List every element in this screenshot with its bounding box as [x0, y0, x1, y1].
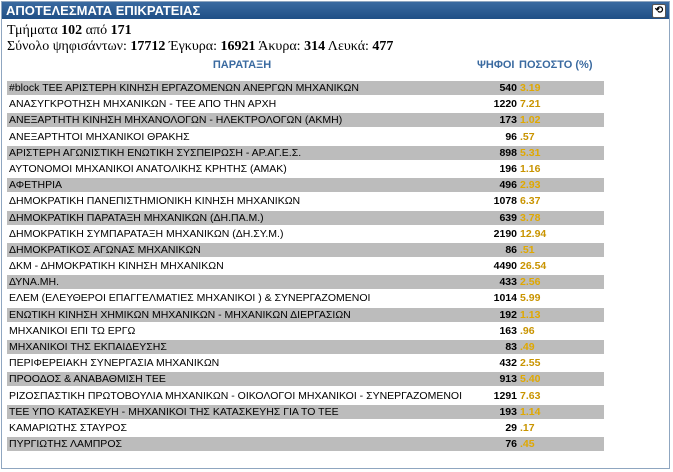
party-name: ΡΙΖΟΣΠΑΣΤΙΚΗ ΠΡΩΤΟΒΟΥΛΙΑ ΜΗΧΑΝΙΚΩΝ - ΟΙΚ… [9, 389, 462, 402]
refresh-icon[interactable]: ⟲ [652, 4, 666, 18]
party-votes: 83 [475, 340, 519, 354]
party-votes: 29 [505, 421, 517, 434]
valid-value: 16921 [220, 39, 256, 54]
party-percent: 26.54 [520, 260, 547, 273]
party-percent: .57 [520, 130, 535, 143]
party-percent: 5.40 [519, 372, 604, 387]
party-votes: 192 [475, 307, 519, 322]
party-votes: 1078 [493, 195, 517, 208]
sections-total: 171 [110, 23, 132, 38]
sections-counted: 102 [61, 23, 83, 38]
party-name: ΔΚΜ - ΔΗΜΟΚΡΑΤΙΚΗ ΚΙΝΗΣΗ ΜΗΧΑΝΙΚΩΝ [9, 260, 224, 273]
party-name: ΠΥΡΓΙΩΤΗΣ ΛΑΜΠΡΟΣ [7, 437, 475, 452]
header-percent: ΠΟΣΟΣΤΟ (%) [519, 59, 593, 71]
party-votes: 173 [475, 113, 519, 128]
party-percent: 2.55 [520, 357, 541, 370]
blank-label: Λευκά: [327, 39, 369, 54]
voters-value: 17712 [130, 39, 166, 54]
party-name: ΔΥΝΑ.ΜΗ. [7, 275, 475, 290]
party-name: ΔΗΜΟΚΡΑΤΙΚΗ ΠΑΡΑΤΑΞΗ ΜΗΧΑΝΙΚΩΝ (ΔΗ.ΠΑ.Μ.… [7, 210, 475, 225]
party-votes: 1014 [493, 292, 517, 305]
party-name: ΑΝΑΣΥΓΚΡΟΤΗΣΗ ΜΗΧΑΝΙΚΩΝ - ΤΕΕ ΑΠΟ ΤΗΝ ΑΡ… [9, 98, 277, 111]
party-name: ΚΑΜΑΡΙΩΤΗΣ ΣΤΑΥΡΟΣ [9, 421, 127, 434]
party-percent: .49 [519, 340, 604, 354]
party-votes: 2190 [493, 227, 517, 240]
party-votes: 639 [475, 210, 519, 225]
party-name: ΔΗΜΟΚΡΑΤΙΚΗ ΣΥΜΠΑΡΑΤΑΞΗ ΜΗΧΑΝΙΚΩΝ (ΔΗ.ΣΥ… [9, 227, 284, 240]
party-name: ΔΗΜΟΚΡΑΤΙΚΗ ΠΑΝΕΠΙΣΤΗΜΙΟΝΙΚΗ ΚΙΝΗΣΗ ΜΗΧΑ… [9, 195, 301, 208]
party-percent: 1.02 [519, 113, 604, 128]
party-name: #block ΤΕΕ ΑΡΙΣΤΕΡΗ ΚΙΝΗΣΗ ΕΡΓΑΖΟΜΕΝΩΝ Α… [7, 81, 475, 95]
party-percent: 5.31 [519, 145, 604, 160]
party-percent: 6.37 [520, 195, 541, 208]
party-votes: 96 [505, 130, 517, 143]
panel-titlebar: ΑΠΟΤΕΛΕΣΜΑΤΑ ΕΠΙΚΡΑΤΕΙΑΣ ⟲ [2, 2, 669, 19]
party-votes: 1220 [493, 98, 517, 111]
party-percent: 2.93 [519, 178, 604, 193]
party-votes: 432 [499, 357, 517, 370]
party-name: ΠΡΟΟΔΟΣ & ΑΝΑΒΑΘΜΙΣΗ ΤΕΕ [7, 372, 475, 387]
party-votes: 86 [475, 242, 519, 257]
party-percent: .51 [519, 242, 604, 257]
of-label: από [85, 23, 108, 38]
party-votes: 76 [475, 437, 519, 452]
party-percent: .45 [519, 437, 604, 452]
party-name: ΠΕΡΙΦΕΡΕΙΑΚΗ ΣΥΝΕΡΓΑΣΙΑ ΜΗΧΑΝΙΚΩΝ [9, 357, 220, 370]
party-name: ΕΝΩΤΙΚΗ ΚΙΝΗΣΗ ΧΗΜΙΚΩΝ ΜΗΧΑΝΙΚΩΝ - ΜΗΧΑΝ… [7, 307, 475, 322]
party-votes: 196 [499, 162, 517, 175]
party-votes: 163 [499, 324, 517, 337]
party-percent: 3.19 [519, 81, 604, 95]
sections-line: Τμήματα 102 από 171 [7, 23, 669, 39]
panel-title: ΑΠΟΤΕΛΕΣΜΑΤΑ ΕΠΙΚΡΑΤΕΙΑΣ [6, 3, 201, 18]
totals-line: Σύνολο ψηφισάντων: 17712 Έγκυρα: 16921 Ά… [7, 39, 669, 55]
party-percent: .17 [520, 421, 535, 434]
results-table-header: ΠΑΡΑΤΑΞΗ ΨΗΦΟΙ ΠΟΣΟΣΤΟ (%) [2, 58, 669, 74]
party-name: ΕΛΕΜ (ΕΛΕΥΘΕΡΟΙ ΕΠΑΓΓΕΛΜΑΤΙΕΣ ΜΗΧΑΝΙΚΟΙ … [9, 292, 371, 305]
party-name: ΑΝΕΞΑΡΤΗΤΗ ΚΙΝΗΣΗ ΜΗΧΑΝΟΛΟΓΩΝ - ΗΛΕΚΤΡΟΛ… [7, 113, 475, 128]
voters-label: Σύνολο ψηφισάντων: [7, 39, 127, 54]
party-name: ΤΕΕ ΥΠΟ ΚΑΤΑΣΚΕΥΗ - ΜΗΧΑΝΙΚΟΙ ΤΗΣ ΚΑΤΑΣΚ… [7, 404, 475, 419]
header-party: ΠΑΡΑΤΑΞΗ [212, 59, 272, 71]
party-votes: 540 [475, 81, 519, 95]
party-votes: 898 [475, 145, 519, 160]
party-name: ΜΗΧΑΝΙΚΟΙ ΤΗΣ ΕΚΠΑΙΔΕΥΣΗΣ [7, 340, 475, 354]
party-name: ΑΡΙΣΤΕΡΗ ΑΓΩΝΙΣΤΙΚΗ ΕΝΩΤΙΚΗ ΣΥΣΠΕΙΡΩΣΗ -… [7, 145, 475, 160]
party-percent: 2.56 [519, 275, 604, 290]
party-percent: 7.63 [520, 389, 541, 402]
results-summary: Τμήματα 102 από 171 Σύνολο ψηφισάντων: 1… [2, 23, 669, 55]
invalid-label: Άκυρα: [258, 39, 301, 54]
party-votes: 1291 [493, 389, 517, 402]
party-percent: 1.13 [519, 307, 604, 322]
party-name: ΔΗΜΟΚΡΑΤΙΚΟΣ ΑΓΩΝΑΣ ΜΗΧΑΝΙΚΩΝ [7, 242, 475, 257]
party-votes: 913 [475, 372, 519, 387]
party-percent: 3.78 [519, 210, 604, 225]
party-votes: 193 [475, 404, 519, 419]
party-percent: 1.14 [519, 404, 604, 419]
party-percent: 5.99 [520, 292, 541, 305]
invalid-value: 314 [304, 39, 326, 54]
sections-label: Τμήματα [7, 23, 58, 38]
party-name: ΑΥΤΟΝΟΜΟΙ ΜΗΧΑΝΙΚΟΙ ΑΝΑΤΟΛΙΚΗΣ ΚΡΗΤΗΣ (Α… [9, 162, 287, 175]
party-name: ΑΦΕΤΗΡΙΑ [7, 178, 475, 193]
party-percent: .96 [520, 324, 535, 337]
party-votes: 433 [475, 275, 519, 290]
valid-label: Έγκυρα: [168, 39, 218, 54]
party-percent: 7.21 [520, 98, 541, 111]
party-percent: 12.94 [520, 227, 547, 240]
party-name: ΑΝΕΞΑΡΤΗΤΟΙ ΜΗΧΑΝΙΚΟΙ ΘΡΑΚΗΣ [9, 130, 190, 143]
party-votes: 496 [475, 178, 519, 193]
party-votes: 4490 [493, 260, 517, 273]
header-votes: ΨΗΦΟΙ [477, 59, 515, 71]
blank-value: 477 [372, 39, 394, 54]
party-percent: 1.16 [520, 162, 541, 175]
party-name: ΜΗΧΑΝΙΚΟΙ ΕΠΙ ΤΩ ΕΡΓΩ [9, 324, 136, 337]
